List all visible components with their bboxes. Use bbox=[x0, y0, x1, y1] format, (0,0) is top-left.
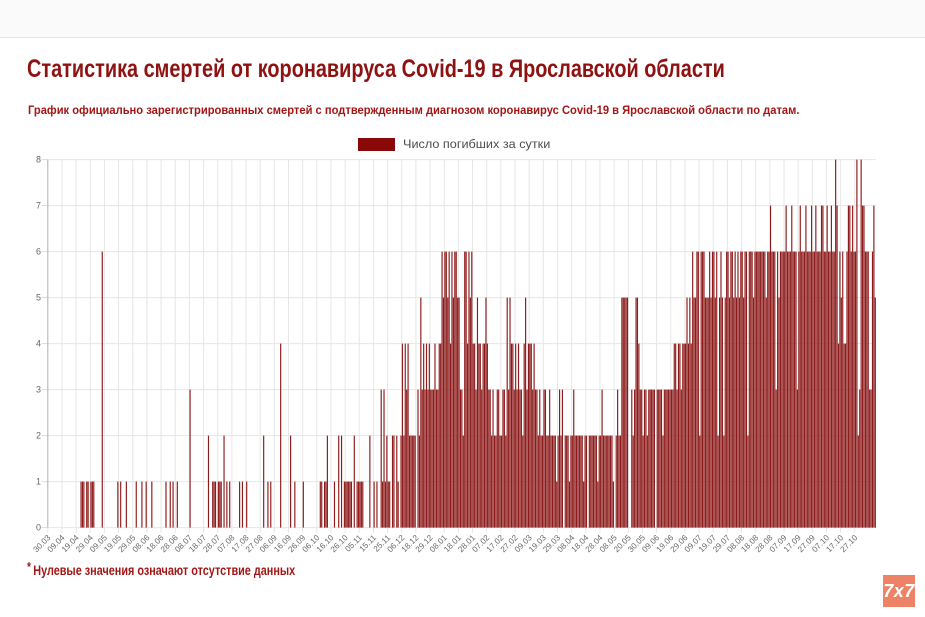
svg-text:7: 7 bbox=[36, 201, 41, 211]
svg-text:8: 8 bbox=[36, 155, 41, 165]
svg-text:4: 4 bbox=[36, 339, 41, 349]
svg-text:2: 2 bbox=[36, 431, 41, 441]
svg-text:5: 5 bbox=[36, 293, 41, 303]
svg-text:6: 6 bbox=[36, 247, 41, 257]
svg-text:0: 0 bbox=[36, 523, 41, 533]
svg-text:3: 3 bbox=[36, 385, 41, 395]
svg-text:1: 1 bbox=[36, 477, 41, 487]
